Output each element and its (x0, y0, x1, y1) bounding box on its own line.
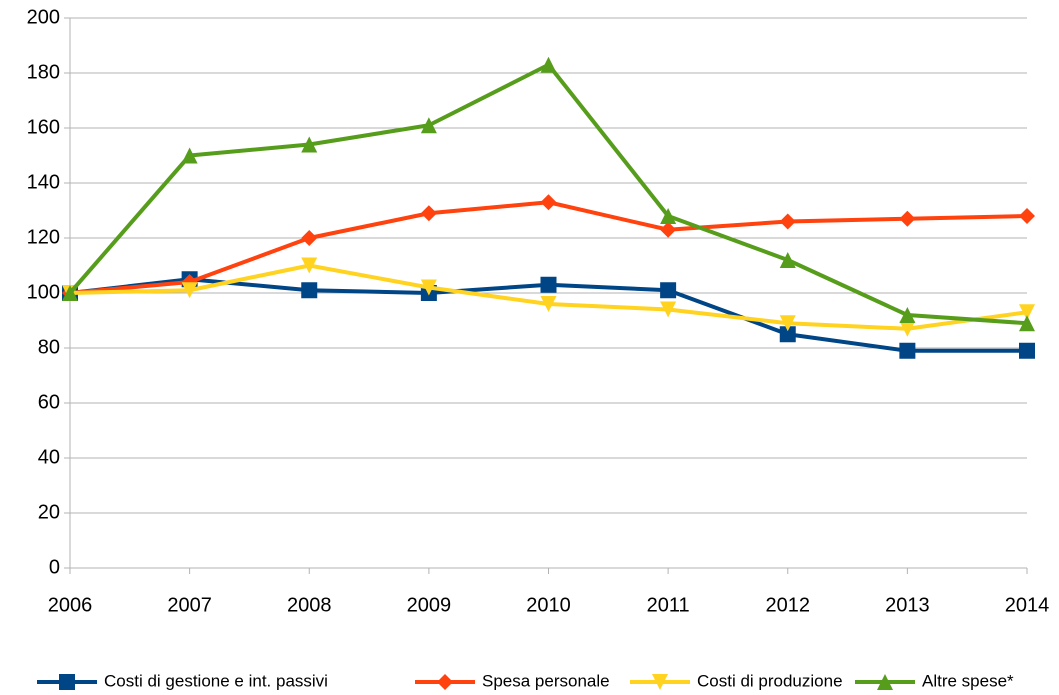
data-point (899, 210, 916, 227)
data-point (1019, 315, 1035, 332)
y-tick-label: 40 (38, 446, 60, 468)
data-point (1019, 208, 1035, 224)
data-point (779, 315, 796, 332)
legend-label: Costi di gestione e int. passivi (104, 671, 328, 690)
data-point (540, 296, 557, 312)
data-point (540, 56, 557, 73)
data-point (660, 208, 677, 224)
data-point (660, 221, 677, 238)
x-tick-label: 2009 (407, 594, 452, 616)
y-tick-label: 80 (38, 336, 60, 358)
data-point (899, 320, 916, 337)
data-point (779, 326, 796, 343)
data-point (779, 213, 796, 230)
data-point (540, 194, 557, 211)
x-tick-label: 2011 (647, 594, 690, 616)
data-point (779, 252, 796, 268)
x-tick-label: 2013 (885, 594, 930, 616)
y-tick-label: 180 (27, 61, 60, 83)
data-point (899, 342, 916, 359)
legend-label: Spesa personale (482, 671, 610, 690)
legend-marker (877, 674, 893, 690)
legend-marker (59, 674, 75, 690)
x-tick-label: 2012 (766, 594, 811, 616)
legend-label: Altre spese* (922, 671, 1014, 690)
legend-marker (652, 674, 668, 690)
y-tick-label: 0 (49, 556, 60, 578)
data-point (181, 147, 198, 164)
data-point (301, 282, 318, 299)
data-point (420, 117, 437, 134)
data-point (540, 276, 557, 293)
data-point (420, 279, 437, 296)
data-point (301, 230, 318, 246)
y-tick-label: 160 (27, 116, 60, 138)
x-tick-label: 2008 (287, 594, 332, 616)
y-tick-label: 140 (27, 171, 60, 193)
data-point (62, 285, 78, 301)
data-point (660, 301, 677, 318)
legend-label: Costi di produzione (697, 671, 843, 690)
data-point (301, 136, 318, 153)
x-tick-label: 2010 (526, 594, 571, 616)
y-tick-label: 20 (38, 501, 60, 523)
data-point (899, 307, 916, 323)
y-tick-label: 120 (27, 226, 60, 248)
y-tick-label: 60 (38, 391, 60, 413)
x-tick-label: 2006 (48, 594, 93, 616)
data-point (1019, 304, 1035, 321)
x-tick-label: 2014 (1005, 594, 1050, 616)
data-point (301, 257, 318, 274)
legend-marker (437, 674, 453, 690)
data-point (1019, 342, 1035, 359)
y-tick-label: 200 (27, 6, 60, 28)
x-tick-label: 2007 (167, 594, 212, 616)
data-point (181, 282, 198, 299)
data-point (420, 205, 437, 222)
y-tick-label: 100 (27, 281, 60, 303)
data-point (660, 282, 677, 299)
